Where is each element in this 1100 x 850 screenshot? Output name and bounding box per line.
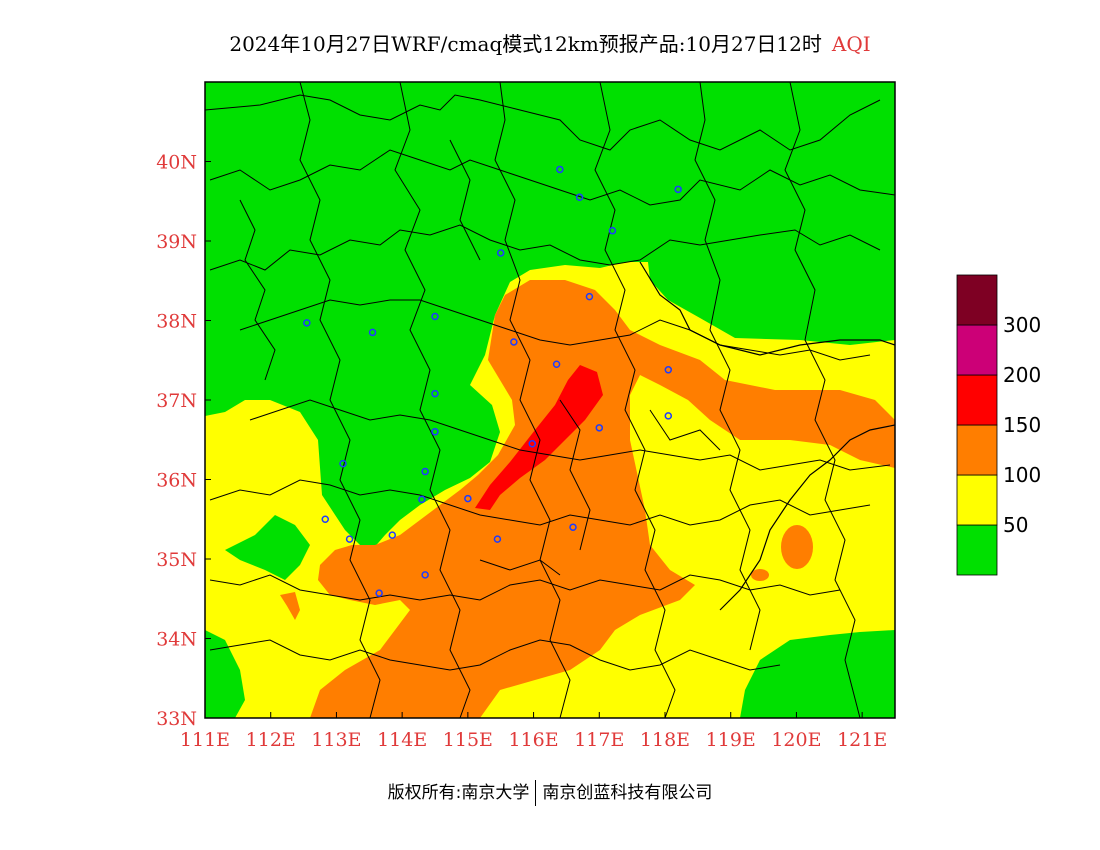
x-tick-label: 114E <box>377 729 427 751</box>
legend-label: 100 <box>1003 463 1041 487</box>
x-tick-label: 111E <box>180 729 230 751</box>
legend-swatch <box>956 374 998 426</box>
y-tick-label: 38N <box>156 311 197 333</box>
footer-copyright-left: 版权所有:南京大学 <box>387 783 530 803</box>
aqi-100-150-plume <box>310 280 895 718</box>
aqi-100-150-spot-east-small <box>751 569 769 581</box>
city-marker <box>585 292 594 301</box>
city-marker <box>664 366 673 374</box>
city-marker <box>421 467 429 476</box>
city-marker <box>664 412 673 420</box>
city-marker <box>375 589 383 597</box>
city-marker <box>418 495 426 504</box>
x-tick-label: 112E <box>246 729 296 751</box>
map-title: 2024年10月27日WRF/cmaq模式12km预报产品:10月27日12时 A… <box>0 28 1100 57</box>
city-marker <box>608 226 617 235</box>
x-tick-label: 120E <box>771 729 821 751</box>
y-tick-label: 33N <box>156 708 197 730</box>
aqi-below-50-north <box>205 82 895 550</box>
aqi-100-150-spot-east <box>781 525 813 569</box>
coastline <box>639 261 895 356</box>
map-plot-area <box>205 82 895 718</box>
legend-swatch <box>956 424 998 476</box>
x-tick-label: 115E <box>443 729 493 751</box>
y-axis: 33N 34N 35N 36N 37N 38N 39N 40N <box>156 152 211 730</box>
title-main: 2024年10月27日WRF/cmaq模式12km预报产品:10月27日12时 <box>229 32 822 56</box>
city-marker <box>552 360 561 368</box>
y-tick-label: 39N <box>156 231 197 253</box>
city-marker <box>303 319 311 327</box>
city-marker <box>321 515 330 523</box>
x-axis: 111E 112E 113E 114E 115E 116E 117E 118E 119E 120E… <box>180 712 887 751</box>
city-marker <box>431 312 439 321</box>
footer-divider <box>535 780 537 806</box>
legend-label: 150 <box>1003 413 1041 437</box>
city-marker <box>496 249 505 257</box>
aqi-below-50-southeast <box>740 630 895 718</box>
legend-swatch <box>956 274 998 326</box>
legend-label: 300 <box>1003 313 1041 337</box>
x-tick-label: 117E <box>574 729 624 751</box>
city-marker <box>493 535 502 543</box>
title-variable: AQI <box>831 32 871 56</box>
y-tick-label: 37N <box>156 390 197 412</box>
admin-boundaries <box>205 82 895 718</box>
legend-swatch <box>956 474 998 526</box>
aqi-legend: 50 100 150 200 300 <box>956 274 1041 576</box>
city-marker <box>421 571 429 579</box>
footer-copyright-right: 南京创蓝科技有限公司 <box>542 783 713 803</box>
x-tick-label: 121E <box>837 729 887 751</box>
legend-label: 50 <box>1003 513 1028 537</box>
aqi-below-50-west <box>225 515 310 580</box>
x-tick-label: 113E <box>311 729 361 751</box>
city-marker <box>528 439 537 448</box>
x-tick-label: 116E <box>509 729 559 751</box>
legend-swatch <box>956 524 998 576</box>
city-marker <box>510 338 518 346</box>
coastline-south <box>719 424 895 611</box>
x-tick-label: 118E <box>640 729 690 751</box>
city-marker <box>464 494 472 503</box>
city-marker <box>569 523 577 531</box>
copyright-footer: 版权所有:南京大学 南京创蓝科技有限公司 <box>0 778 1100 806</box>
city-marker <box>431 389 439 398</box>
y-tick-label: 35N <box>156 549 197 571</box>
y-tick-label: 36N <box>156 470 197 492</box>
aqi-100-150-spot-west <box>280 592 300 620</box>
city-marker <box>345 535 354 543</box>
x-tick-label: 119E <box>706 729 756 751</box>
city-marker <box>595 424 604 432</box>
y-tick-label: 34N <box>156 629 197 651</box>
city-marker <box>431 428 439 436</box>
city-marker <box>368 328 377 337</box>
city-marker <box>339 459 347 468</box>
y-tick-label: 40N <box>156 152 197 174</box>
aqi-below-50-southwest <box>205 630 245 718</box>
city-marker <box>388 531 397 539</box>
city-marker <box>674 185 682 194</box>
city-markers <box>303 165 682 597</box>
city-marker <box>556 165 564 174</box>
legend-label: 200 <box>1003 363 1041 387</box>
city-marker <box>575 193 584 202</box>
legend-swatch <box>956 324 998 376</box>
